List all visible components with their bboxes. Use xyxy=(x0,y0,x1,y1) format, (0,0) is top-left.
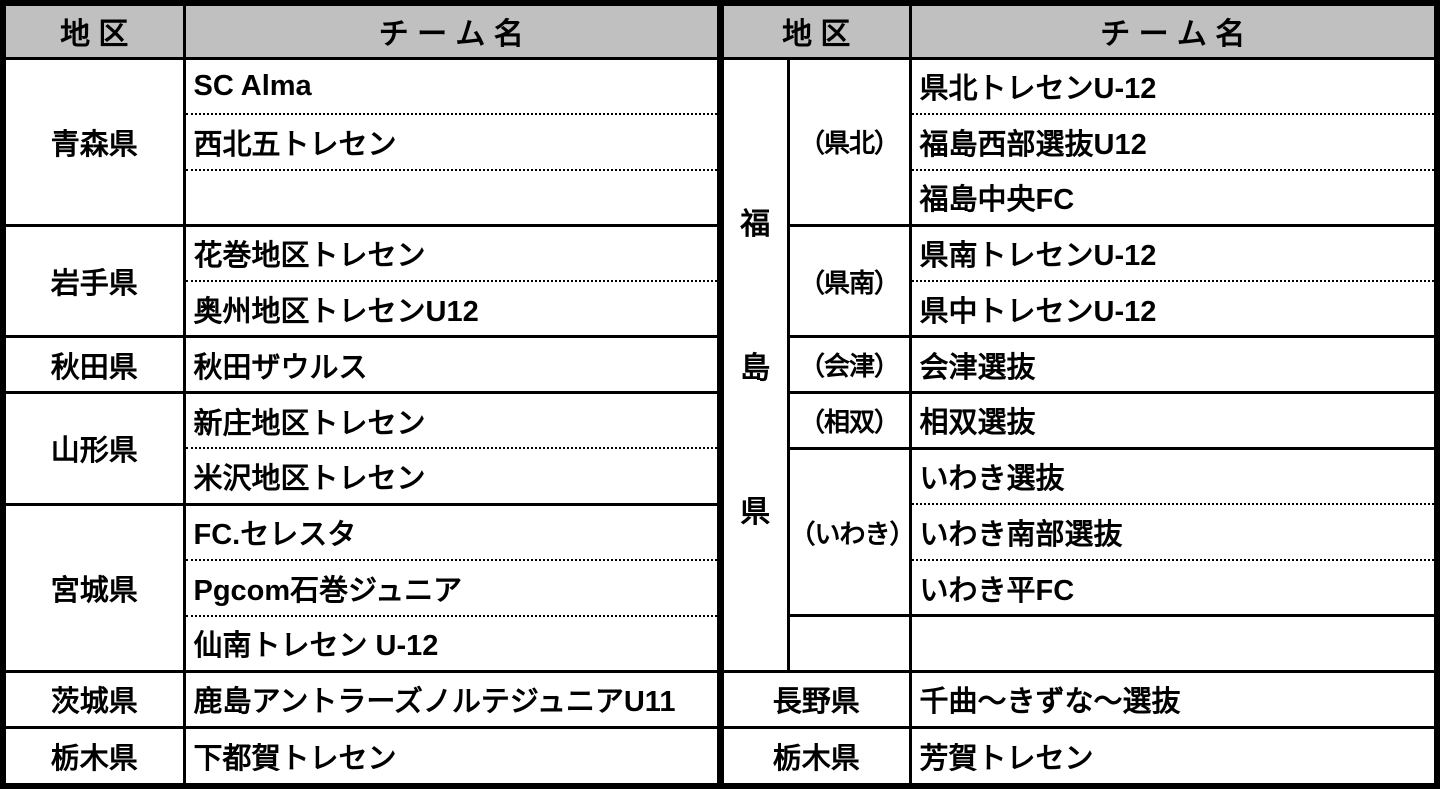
prefecture-cell-akita: 秋田県 xyxy=(6,335,184,393)
header-row: 地 区 チ ー ム 名 xyxy=(724,6,1434,60)
roster-table-right: 地 区 チ ー ム 名 福島県 （県北） 県北トレセンU-12 福島西部選抜U1… xyxy=(724,6,1434,783)
table-row: 栃木県 芳賀トレセン xyxy=(724,725,1434,783)
column-header-team: チ ー ム 名 xyxy=(908,6,1434,60)
team-cell: 県北トレセンU-12 xyxy=(908,58,1434,114)
district-cell-kennan: （県南） xyxy=(786,223,910,337)
table-row: 米沢地区トレセン xyxy=(6,447,717,505)
team-cell: 芳賀トレセン xyxy=(908,725,1434,783)
team-cell: 奥州地区トレセンU12 xyxy=(182,280,717,337)
team-cell: SC Alma xyxy=(182,58,717,114)
table-row: 宮城県 FC.セレスタ xyxy=(6,502,717,672)
prefecture-cell-aomori: 青森県 xyxy=(50,128,138,161)
district-cell-aizu: （会津） xyxy=(786,335,910,393)
team-cell: 下都賀トレセン xyxy=(182,725,717,783)
team-cell: 会津選抜 xyxy=(908,335,1434,393)
roster-table-left: 地 区 チ ー ム 名 青森県 SC Alma 西北五トレセン 岩手県 花巻地区… xyxy=(6,6,717,783)
table-row: 福島県 （県北） 県北トレセンU-12 xyxy=(724,58,1434,529)
team-cell: 相双選抜 xyxy=(908,391,1434,449)
district-cell-iwaki: （いわき） xyxy=(786,446,910,616)
prefecture-cell-yamagata: 山形県 xyxy=(6,391,184,505)
table-row xyxy=(6,168,717,226)
prefecture-cell-ibaraki: 茨城県 xyxy=(6,669,184,728)
team-cell-empty xyxy=(908,614,1434,672)
team-cell: 新庄地区トレセン xyxy=(182,391,717,449)
team-cell: 花巻地区トレセン xyxy=(182,223,717,282)
table-row: 茨城県 鹿島アントラーズノルテジュニアU11 xyxy=(6,669,717,728)
prefecture-cell-iwate: 岩手県 xyxy=(6,223,184,337)
table-row: いわき南部選抜 xyxy=(724,503,1434,560)
team-cell: 仙南トレセン U-12 xyxy=(182,614,717,672)
header-row: 地 区 チ ー ム 名 xyxy=(6,6,717,60)
team-cell: FC.セレスタ xyxy=(182,502,717,560)
prefecture-vertical-label: 福島県 xyxy=(740,207,771,529)
table-row: いわき平FC xyxy=(724,558,1434,616)
roster-panel-left: 地 区 チ ー ム 名 青森県 SC Alma 西北五トレセン 岩手県 花巻地区… xyxy=(6,6,717,783)
district-cell-kenpoku: （県北） xyxy=(786,58,910,226)
column-header-team: チ ー ム 名 xyxy=(182,6,717,60)
table-row: 秋田県 秋田ザウルス xyxy=(6,335,717,393)
team-cell: 県中トレセンU-12 xyxy=(908,280,1434,337)
column-header-district: 地 区 xyxy=(724,6,910,60)
team-cell: 福島中央FC xyxy=(908,168,1434,226)
team-cell: Pgcom石巻ジュニア xyxy=(182,558,717,616)
team-cell: 県南トレセンU-12 xyxy=(908,223,1434,282)
table-row: 長野県 千曲～きずな～選抜 xyxy=(724,669,1434,728)
prefecture-cell-fukushima: 福島県 xyxy=(724,58,788,671)
team-cell: 千曲～きずな～選抜 xyxy=(908,669,1434,728)
table-row: 青森県 SC Alma xyxy=(6,58,717,161)
prefecture-cell-tochigi: 栃木県 xyxy=(724,725,910,783)
district-cell-empty xyxy=(786,614,910,672)
team-cell: 秋田ザウルス xyxy=(182,335,717,393)
table-row: 福島西部選抜U12 xyxy=(724,112,1434,170)
team-cell: 西北五トレセン xyxy=(182,112,717,170)
team-cell-empty xyxy=(182,168,717,226)
team-cell: いわき選抜 xyxy=(908,446,1434,505)
table-row: （県南） 県南トレセンU-12 xyxy=(724,223,1434,337)
table-row xyxy=(724,614,1434,672)
prefecture-cell-tochigi: 栃木県 xyxy=(6,725,184,783)
table-row: 福島中央FC xyxy=(724,168,1434,226)
table-row: 奥州地区トレセンU12 xyxy=(6,280,717,337)
team-cell: 福島西部選抜U12 xyxy=(908,112,1434,170)
table-row: 岩手県 花巻地区トレセン xyxy=(6,223,717,337)
table-row: 栃木県 下都賀トレセン xyxy=(6,725,717,783)
table-row: 県中トレセンU-12 xyxy=(724,280,1434,337)
team-cell: 鹿島アントラーズノルテジュニアU11 xyxy=(182,669,717,728)
prefecture-cell-miyagi: 宮城県 xyxy=(6,502,184,672)
table-row: 山形県 新庄地区トレセン xyxy=(6,391,717,505)
team-cell: 米沢地区トレセン xyxy=(182,447,717,505)
table-row: （相双） 相双選抜 xyxy=(724,391,1434,449)
team-cell: いわき南部選抜 xyxy=(908,503,1434,560)
table-row: （会津） 会津選抜 xyxy=(724,335,1434,393)
district-cell-soso: （相双） xyxy=(786,391,910,449)
roster-panel-right: 地 区 チ ー ム 名 福島県 （県北） 県北トレセンU-12 福島西部選抜U1… xyxy=(717,6,1434,783)
table-row: （いわき） いわき選抜 xyxy=(724,446,1434,616)
column-header-district: 地 区 xyxy=(6,6,184,60)
team-cell: いわき平FC xyxy=(908,558,1434,616)
table-row: 仙南トレセン U-12 xyxy=(6,614,717,672)
table-row: Pgcom石巻ジュニア xyxy=(6,558,717,616)
prefecture-cell-nagano: 長野県 xyxy=(724,669,910,728)
table-row: 西北五トレセン xyxy=(6,112,717,170)
